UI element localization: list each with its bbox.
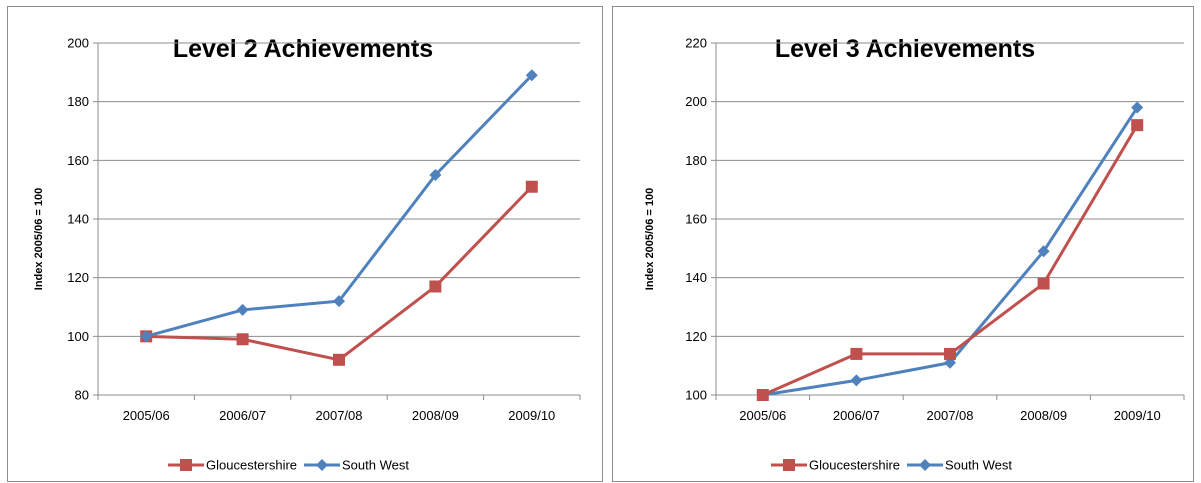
x-tick-label: 2005/06 xyxy=(739,408,786,423)
x-tick-label: 2006/07 xyxy=(833,408,880,423)
data-point-south-west xyxy=(333,295,345,308)
data-point-south-west xyxy=(429,169,442,181)
legend-label: South West xyxy=(342,458,409,473)
y-tick-label: 140 xyxy=(67,212,89,227)
legend-marker xyxy=(783,459,795,471)
y-tick-label: 80 xyxy=(75,388,89,403)
level3-chart-panel: Level 3 Achievements 100 120 140 160 180 200 22… xyxy=(612,6,1194,482)
data-point-gloucestershire xyxy=(1131,119,1144,132)
y-tick-label: 180 xyxy=(67,94,89,109)
data-point-gloucestershire xyxy=(236,333,249,346)
y-tick-label: 220 xyxy=(685,36,707,51)
y-tick-label: 100 xyxy=(685,388,707,403)
data-point-south-west xyxy=(236,303,249,316)
y-tick-label: 120 xyxy=(685,329,707,344)
data-point-gloucestershire xyxy=(850,347,863,360)
y-tick-label: 120 xyxy=(67,270,89,285)
y-tick-label: 200 xyxy=(685,94,707,109)
y-tick-label: 200 xyxy=(67,36,89,51)
chart-title: Level 2 Achievements xyxy=(173,35,433,63)
data-point-south-west xyxy=(525,69,538,82)
level2-chart-panel: Level 2 Achievements 80 100 120 140 160 180 200… xyxy=(7,6,603,482)
x-tick-label: 2007/08 xyxy=(927,408,974,423)
x-tick-label: 2009/10 xyxy=(1114,408,1161,423)
y-tick-label: 100 xyxy=(67,329,89,344)
chart-title: Level 3 Achievements xyxy=(775,35,1035,63)
legend-label: Gloucestershire xyxy=(809,458,900,473)
y-axis-label: Index 2005/06 = 100 xyxy=(644,188,656,290)
y-tick-label: 140 xyxy=(685,270,707,285)
x-tick-label: 2008/09 xyxy=(412,408,459,423)
legend-marker xyxy=(316,459,328,471)
data-point-gloucestershire xyxy=(429,280,442,293)
y-axis-label: Index 2005/06 = 100 xyxy=(33,188,45,290)
y-tick-label: 180 xyxy=(685,153,707,168)
data-point-gloucestershire xyxy=(944,347,956,360)
x-tick-label: 2008/09 xyxy=(1020,408,1067,423)
series-line-gloucestershire xyxy=(146,185,533,362)
level2-chart: Level 2 Achievements 80 100 120 140 160 180 200… xyxy=(33,35,581,473)
legend-label: Gloucestershire xyxy=(206,458,297,473)
x-tick-label: 2009/10 xyxy=(508,408,555,423)
data-point-south-west xyxy=(1037,245,1050,258)
legend-label: South West xyxy=(945,458,1012,473)
x-tick-label: 2007/08 xyxy=(316,408,363,423)
x-tick-label: 2005/06 xyxy=(123,408,170,423)
data-point-gloucestershire xyxy=(525,180,538,193)
data-point-south-west xyxy=(850,374,863,387)
data-point-south-west xyxy=(140,330,153,343)
legend-marker xyxy=(919,459,931,471)
data-point-south-west xyxy=(1131,101,1144,114)
level3-chart: Level 3 Achievements 100 120 140 160 180 200 22… xyxy=(644,35,1185,473)
data-point-gloucestershire xyxy=(1037,277,1050,290)
data-point-gloucestershire xyxy=(756,389,769,401)
x-tick-label: 2006/07 xyxy=(219,408,266,423)
data-point-gloucestershire xyxy=(333,353,345,366)
y-tick-label: 160 xyxy=(685,212,707,227)
y-tick-label: 160 xyxy=(67,153,89,168)
legend-marker xyxy=(180,459,192,471)
